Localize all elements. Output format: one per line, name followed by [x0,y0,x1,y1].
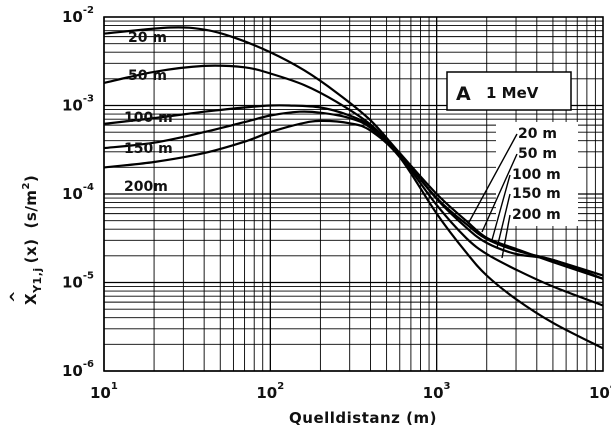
right-label-200m: 200 m [512,207,561,223]
right-label-backdrop [496,122,578,226]
y-axis-ticks: 10-2 10-3 10-4 10-5 10-6 [62,5,94,380]
leader-line [481,153,518,233]
y-tick-label: 10-5 [62,271,94,292]
y-axis-label: XY1,j (x) (s/m2) ^ [7,175,44,305]
right-label-100m: 100 m [512,167,561,183]
leader-line [467,133,518,225]
y-tick-label: 10-6 [62,359,94,380]
y-tick-label: 10-4 [62,182,94,203]
left-label-100m: 100 m [124,110,173,126]
y-axis-label-sub: Y1,j [31,267,44,294]
series-line-3 [103,104,604,280]
series-line-4 [103,110,604,307]
y-axis-label-unit-close: ) [22,175,40,182]
y-axis-label-arg: (x) [22,238,40,263]
plot-frame [103,16,604,372]
svg-text:XY1,j(x)(s/m2): XY1,j (x) (s/m2) [21,175,44,305]
label-leader-lines [467,133,518,259]
left-label-150m: 150 m [124,141,173,157]
x-axis-label: Quelldistanz (m) [289,409,437,427]
left-label-20m: 20 m [128,30,167,46]
x-tick-label: 101 [90,381,118,402]
series-line-1 [103,26,604,280]
left-label-50m: 50 m [128,68,167,84]
x-axis-ticks: 101 102 103 104 [90,381,611,402]
panel-box [446,71,572,111]
y-tick-label: 10-2 [62,5,94,26]
x-tick-label: 102 [256,381,284,402]
leader-line [501,214,511,259]
y-axis-label-symbol: X [22,293,40,305]
right-series-labels: 20 m 50 m 100 m 150 m 200 m [496,122,578,226]
series-line-2 [103,64,604,277]
right-label-150m: 150 m [512,186,561,202]
x-tick-label: 104 [589,381,611,402]
right-label-20m: 20 m [518,126,557,142]
y-tick-label: 10-3 [62,94,94,115]
panel-energy: 1 MeV [486,84,539,102]
y-axis-label-hat: ^ [7,290,25,303]
x-tick-label: 103 [423,381,451,402]
series-lines [103,26,604,350]
left-label-200m: 200m [124,179,168,195]
y-axis-label-unit-open: (s/m [22,190,40,229]
leader-line [491,174,511,241]
series-line-5 [103,119,604,350]
left-series-labels: 20 m 50 m 100 m 150 m 200m [124,30,173,195]
panel-legend: A 1 MeV [446,71,572,111]
y-axis-label-unit-exp: 2 [21,182,32,189]
leader-line [496,193,511,249]
right-label-50m: 50 m [518,146,557,162]
panel-letter: A [456,83,471,105]
